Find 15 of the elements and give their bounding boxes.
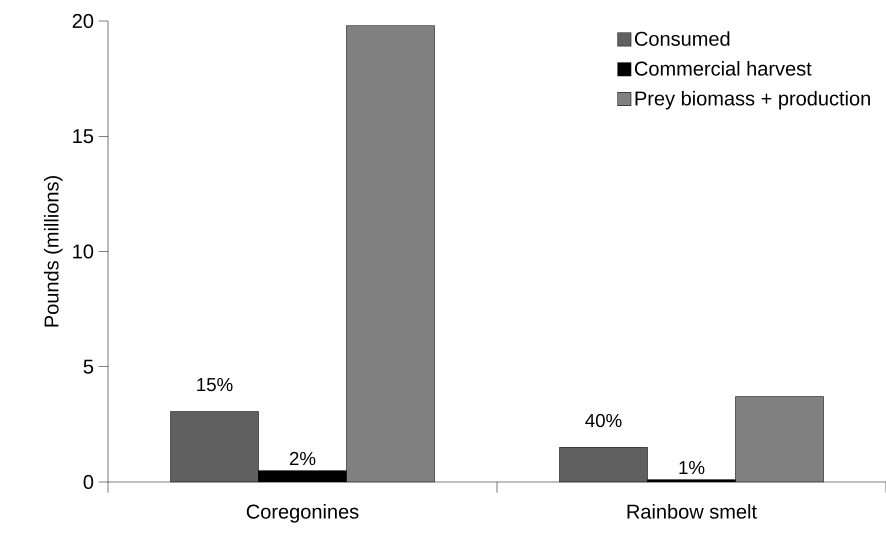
y-tick-label: 15 [73,129,94,144]
y-axis-title: Pounds (millions) [44,176,63,327]
legend-label: Consumed [634,31,730,46]
y-tick-label: 5 [84,360,94,374]
y-tick-label: 20 [72,14,94,28]
x-tick-label: Coregonines [246,504,358,523]
annotation: 2% [290,452,316,466]
y-tick-label: 0 [84,474,94,490]
y-tick-label: 10 [73,244,94,259]
annotation: 15% [197,378,233,392]
annotation: 40% [585,414,622,428]
legend-label: Commercial harvest [634,61,812,76]
x-tick-label: Rainbow smelt [628,504,757,519]
annotation: 1% [679,461,704,474]
legend-label: Prey biomass + production [636,90,870,110]
